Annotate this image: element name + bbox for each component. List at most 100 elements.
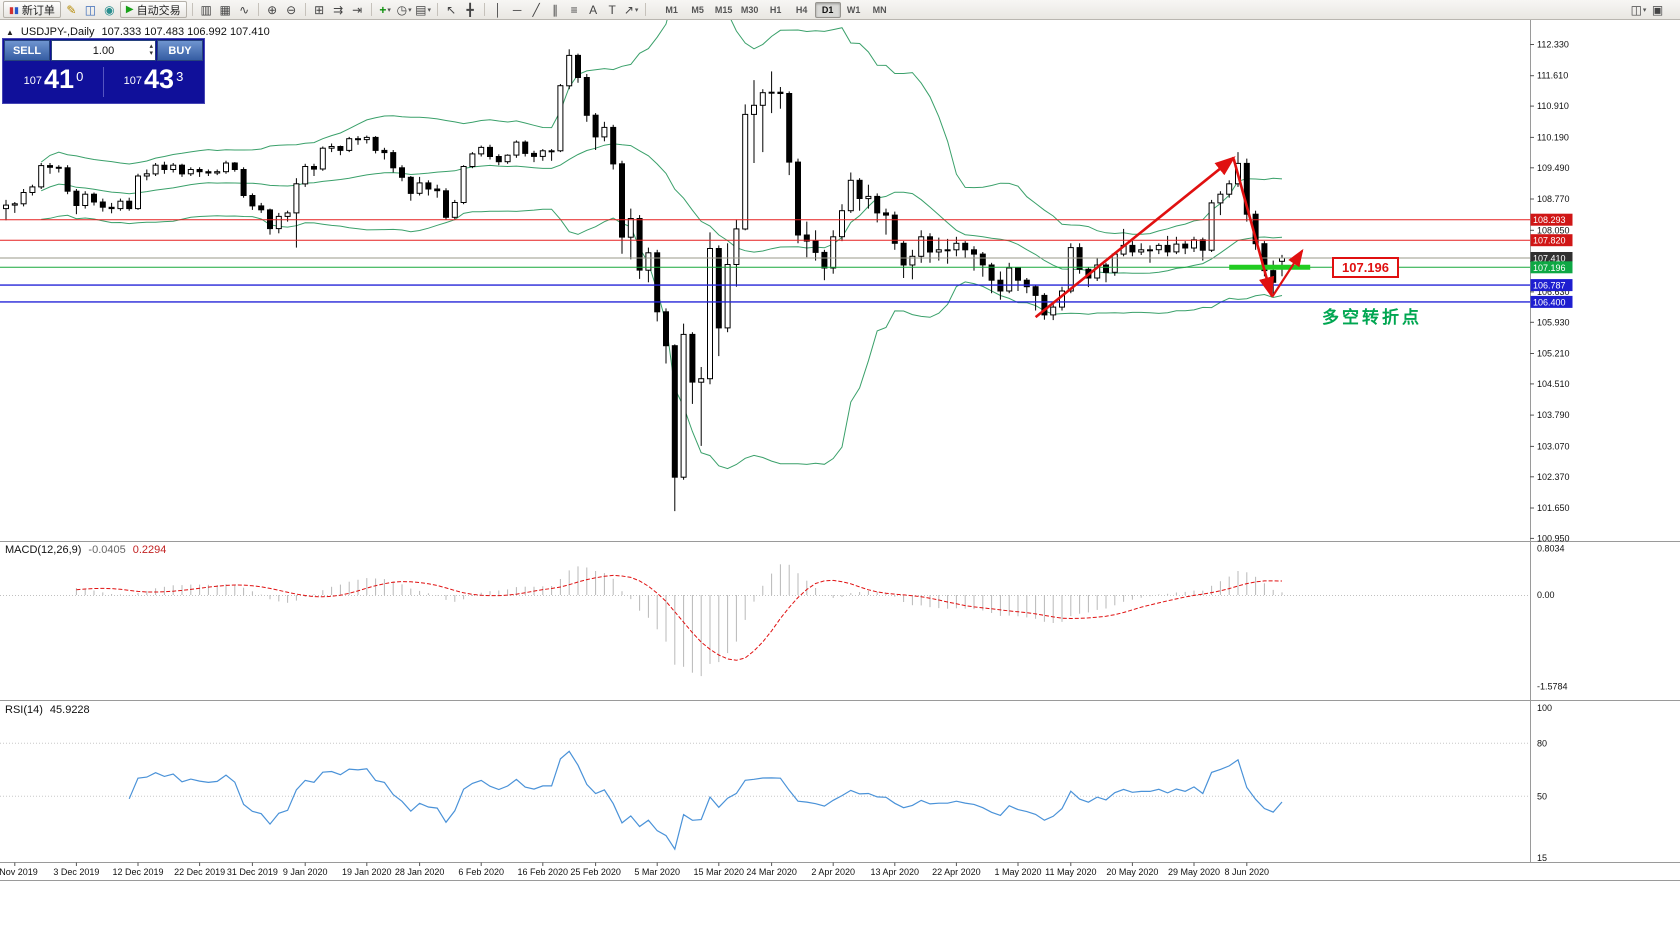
sell-button[interactable]: SELL: [4, 40, 50, 61]
svg-text:111.610: 111.610: [1537, 71, 1568, 81]
terminal-icon: ◫: [84, 2, 97, 17]
svg-text:104.510: 104.510: [1537, 379, 1570, 389]
ask-price[interactable]: 107 43 3: [104, 65, 203, 96]
price-tag: [1530, 279, 1573, 292]
horizontal-lines[interactable]: [0, 219, 1530, 303]
chart-shift-icon: ⇥: [352, 2, 363, 17]
fibonacci-icon: ≡: [570, 2, 578, 17]
bar-chart-button[interactable]: ▥: [197, 1, 216, 18]
ask-prefix: 107: [123, 75, 143, 88]
date-label: 22 Dec 2019: [174, 867, 225, 877]
date-label: 5 Mar 2020: [634, 867, 680, 877]
auto-scroll-icon: ⇉: [333, 2, 344, 17]
collapse-panel-icon[interactable]: ▲: [6, 27, 14, 37]
strategy-tester-button[interactable]: ◉: [100, 1, 119, 18]
tf-button-m30[interactable]: M30: [737, 2, 763, 18]
new-chart-button[interactable]: ◫ ▾: [1629, 1, 1648, 18]
line-chart-button[interactable]: ∿: [235, 1, 254, 18]
crosshair-button[interactable]: ╋: [461, 1, 480, 18]
volume-down-icon[interactable]: ▾: [149, 50, 153, 57]
trend-arrows[interactable]: [1034, 156, 1304, 319]
svg-text:100: 100: [1537, 703, 1552, 713]
tf-button-w1[interactable]: W1: [841, 2, 867, 18]
chart-profiles-button[interactable]: ▣: [1648, 1, 1667, 18]
buy-button[interactable]: BUY: [157, 40, 203, 61]
bid-ask-divider: [103, 66, 104, 97]
macd-signal-value: 0.2294: [132, 544, 167, 556]
zoom-out-icon: ⊖: [286, 2, 297, 17]
terminal-button[interactable]: ◫: [81, 1, 100, 18]
price-tag: [1530, 295, 1573, 308]
price-tag: [1530, 261, 1573, 274]
metaeditor-button[interactable]: ✎: [62, 1, 81, 18]
tf-button-mn[interactable]: MN: [867, 2, 893, 18]
toolbar-separator: [436, 3, 438, 16]
date-label: 15 Mar 2020: [694, 867, 745, 877]
arrows-button[interactable]: ↗ ▾: [622, 1, 641, 18]
price-callout-label[interactable]: 107.196: [1332, 257, 1399, 278]
rsi-value: 45.9228: [49, 704, 90, 716]
fibonacci-button[interactable]: ≡: [565, 1, 584, 18]
chart-canvas[interactable]: 112.330 111.610 110.910 110.190 109.490 108.7…: [0, 20, 1680, 882]
zoom-out-button[interactable]: ⊖: [282, 1, 301, 18]
indicators-button[interactable]: + ▾: [376, 1, 395, 18]
bid-price[interactable]: 107 41 0: [4, 65, 103, 96]
zoom-in-button[interactable]: ⊕: [263, 1, 282, 18]
horizontal-line-button[interactable]: ─: [508, 1, 527, 18]
svg-text:0.8034: 0.8034: [1537, 543, 1565, 553]
autotrading-button[interactable]: ▶ 自动交易: [119, 1, 187, 18]
trendline-icon: ╱: [532, 2, 540, 17]
trendline-button[interactable]: ╱: [527, 1, 546, 18]
volume-spinner[interactable]: 1.00 ▴ ▾: [51, 40, 156, 61]
date-label: 8 Jun 2020: [1225, 867, 1270, 877]
tf-button-m1[interactable]: M1: [659, 2, 685, 18]
date-label: 2 Apr 2020: [811, 867, 855, 877]
new-order-button[interactable]: ▮▮ 新订单: [3, 1, 61, 18]
tf-button-d1[interactable]: D1: [814, 1, 841, 18]
templates-button[interactable]: ▤ ▾: [414, 1, 433, 18]
dropdown-arrow-icon: ▾: [408, 6, 412, 14]
svg-text:108.050: 108.050: [1537, 225, 1570, 235]
cursor-button[interactable]: ↖: [442, 1, 461, 18]
time-scale[interactable]: 4 Nov 2019 3 Dec 2019 12 Dec 2019 22 Dec 20…: [0, 862, 1270, 878]
candlestick-chart-button[interactable]: ▦: [216, 1, 235, 18]
arrows-icon: ↗: [623, 2, 634, 17]
date-label: 22 Apr 2020: [932, 867, 981, 877]
svg-text:106.400: 106.400: [1533, 297, 1566, 307]
volume-up-icon[interactable]: ▴: [149, 43, 153, 50]
annotation-note[interactable]: 多空转折点: [1322, 308, 1422, 327]
toolbar-separator: [483, 3, 485, 16]
dropdown-arrow-icon: ▾: [387, 6, 391, 14]
symbol-period-label: USDJPY-,Daily: [20, 26, 95, 38]
macd-main-value: -0.0405: [88, 544, 126, 556]
date-label: 24 Mar 2020: [746, 867, 797, 877]
periods-icon: ◷: [396, 2, 408, 17]
tf-button-h4[interactable]: H4: [789, 2, 815, 18]
date-label: 25 Feb 2020: [570, 867, 621, 877]
text-label-icon: T: [608, 2, 616, 17]
tf-button-m15[interactable]: M15: [711, 2, 737, 18]
one-click-trading-panel: SELL 1.00 ▴ ▾ BUY 107 41 0 1: [2, 38, 205, 104]
text-label-button[interactable]: T: [603, 1, 622, 18]
equidistant-channel-button[interactable]: ∥: [546, 1, 565, 18]
date-label: 13 Apr 2020: [871, 867, 920, 877]
vertical-line-button[interactable]: │: [489, 1, 508, 18]
auto-scroll-button[interactable]: ⇉: [329, 1, 348, 18]
price-tag: [1530, 234, 1573, 247]
cursor-icon: ↖: [446, 2, 457, 17]
svg-text:112.330: 112.330: [1537, 40, 1569, 50]
tf-button-h1[interactable]: H1: [763, 2, 789, 18]
tile-windows-button[interactable]: ⊞: [310, 1, 329, 18]
periods-button[interactable]: ◷ ▾: [395, 1, 414, 18]
rsi-panel: [0, 742, 1530, 851]
svg-text:110.910: 110.910: [1537, 101, 1569, 111]
tf-button-m5[interactable]: M5: [685, 2, 711, 18]
text-button[interactable]: A: [584, 1, 603, 18]
svg-text:108.770: 108.770: [1537, 194, 1570, 204]
macd-label: MACD(12,26,9): [5, 544, 82, 556]
date-label: 19 Jan 2020: [342, 867, 392, 877]
date-label: 3 Dec 2019: [53, 867, 99, 877]
svg-text:107.410: 107.410: [1533, 254, 1566, 264]
price-scale[interactable]: 112.330 111.610 110.910 110.190 109.490 108.7…: [1530, 40, 1573, 864]
chart-shift-button[interactable]: ⇥: [348, 1, 367, 18]
